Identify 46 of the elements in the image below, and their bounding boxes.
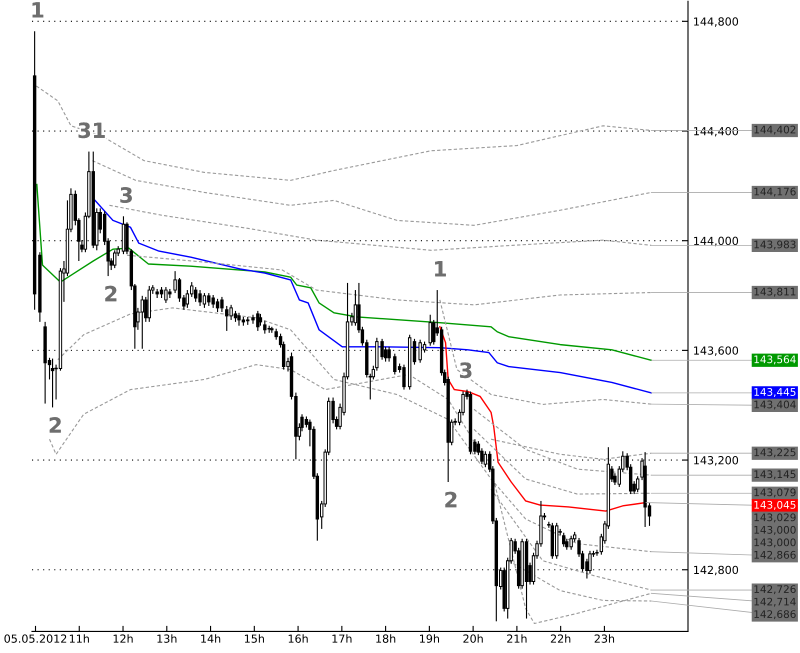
x-tick-label: 05.05.2012	[4, 634, 66, 643]
y-tick-label: 143,200	[694, 456, 738, 466]
annotation: 3	[460, 362, 472, 378]
y-tick-label: 143,600	[694, 346, 738, 356]
annotation: 143,045	[754, 500, 796, 510]
annotation: 1	[32, 2, 44, 18]
annotation: 142,866	[754, 550, 796, 560]
annotation: 143,225	[754, 448, 796, 458]
annotation: 2	[50, 417, 61, 433]
annotation: 143,811	[754, 288, 796, 297]
annotation: 142,726	[754, 585, 796, 594]
x-tick-label: 12h	[114, 634, 133, 643]
annotation: 142,686	[754, 610, 796, 620]
annotation: 143,564	[754, 355, 796, 364]
annotation: 143,404	[754, 400, 796, 410]
x-tick-label: 21h	[507, 634, 527, 643]
x-tick-label: 20h	[463, 634, 483, 643]
text: 143,029	[754, 513, 796, 522]
y-tick-label: 144,800	[694, 17, 738, 27]
y-tick-label: 144,000	[694, 236, 738, 246]
annotation: 143,445	[754, 388, 796, 397]
annotation: 144,176	[754, 188, 796, 197]
x-tick-label: 13h	[157, 634, 176, 643]
annotation: 31	[78, 122, 105, 138]
text: 143,000	[754, 526, 796, 535]
annotation: 3	[120, 187, 132, 203]
x-tick-label: 22h	[550, 634, 570, 643]
x-tick-label: 11h	[70, 634, 89, 643]
x-tick-label: 23h	[594, 634, 614, 643]
annotation: 2	[105, 286, 116, 302]
y-tick-label: 144,400	[694, 126, 738, 137]
x-tick-label: 14h	[201, 634, 220, 643]
text: 143,000	[754, 538, 796, 548]
annotation: 144,402	[754, 126, 796, 135]
annotation: 142,714	[754, 598, 796, 607]
x-tick-label: 16h	[288, 634, 308, 643]
x-tick-label: 17h	[332, 634, 352, 643]
annotation: 1	[435, 261, 446, 276]
annotation: 143,145	[754, 470, 796, 480]
x-tick-label: 18h	[376, 634, 396, 643]
annotation: 2	[445, 492, 456, 508]
y-tick-label: 142,800	[694, 566, 738, 576]
annotation: 143,079	[754, 488, 796, 498]
x-tick-label: 19h	[420, 634, 440, 643]
x-tick-label: 15h	[244, 634, 264, 643]
annotation: 143,983	[754, 240, 796, 250]
